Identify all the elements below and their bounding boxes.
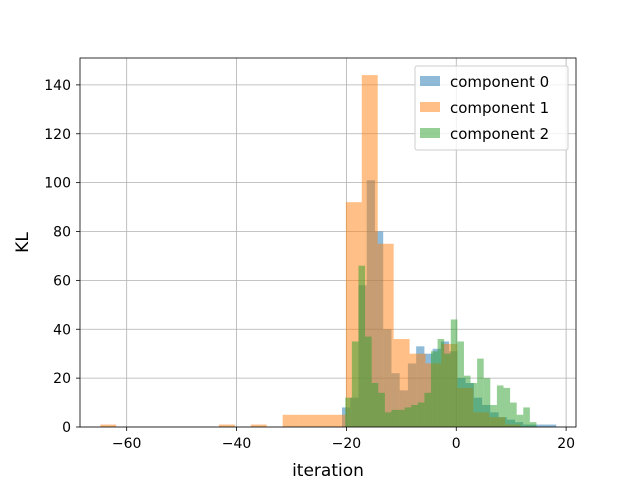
histogram-bar — [539, 424, 548, 427]
histogram-bar — [330, 414, 346, 427]
histogram-bar — [457, 341, 464, 427]
y-tick-label: 20 — [53, 371, 71, 387]
histogram-bar — [444, 353, 451, 427]
histogram-bar — [483, 378, 491, 427]
x-tick-label: 20 — [557, 436, 575, 452]
histogram-bar — [547, 424, 557, 427]
histogram-bar — [437, 339, 445, 427]
histogram-bar — [358, 265, 366, 427]
histogram-bar — [298, 414, 315, 427]
histogram-bar — [384, 412, 392, 427]
y-tick-label: 60 — [53, 273, 71, 289]
histogram-bar — [411, 405, 418, 427]
histogram-bar — [477, 358, 484, 427]
y-tick-label: 80 — [53, 225, 71, 241]
y-tick-label: 100 — [44, 176, 71, 192]
legend-label: component 0 — [450, 73, 549, 91]
legend: component 0 component 1 component 2 — [414, 65, 569, 151]
x-tick-label: −40 — [222, 436, 252, 452]
histogram-bar — [496, 385, 504, 427]
histogram-bar — [404, 407, 412, 427]
x-tick-label: −60 — [112, 436, 142, 452]
histogram-bar — [250, 424, 267, 427]
histogram-bar — [218, 424, 235, 427]
histogram-bar — [470, 383, 478, 427]
histogram-bar — [351, 341, 359, 427]
histogram-bar — [510, 402, 517, 427]
histogram-bar — [371, 383, 379, 427]
x-axis-label: iteration — [292, 461, 364, 480]
histogram-bar — [398, 409, 405, 427]
histogram-bar — [378, 392, 385, 427]
y-tick-label: 140 — [44, 78, 71, 94]
y-tick-label: 40 — [53, 322, 71, 338]
histogram-bar — [100, 424, 117, 427]
y-tick-label: 120 — [44, 127, 71, 143]
histogram-bar — [503, 387, 511, 427]
histogram-bar — [490, 405, 497, 427]
plot-frame — [79, 57, 577, 428]
histogram-bar — [529, 422, 537, 427]
histogram-bar — [377, 243, 394, 427]
histogram-bar — [365, 336, 372, 427]
axis-ticks: −60 −40 −20 0 20 0 20 40 60 80 100 120 140 — [44, 78, 575, 452]
histogram-bar — [516, 414, 524, 427]
y-tick-label: 0 — [62, 420, 71, 436]
histogram-bar — [424, 392, 431, 427]
histogram-bar — [450, 319, 458, 427]
histogram-bars — [100, 75, 557, 427]
legend-label: component 1 — [450, 99, 549, 117]
histogram-bar — [417, 402, 425, 427]
legend-swatch — [420, 128, 440, 138]
legend-box — [414, 65, 569, 151]
legend-swatch — [420, 102, 440, 112]
histogram-bar — [345, 397, 352, 427]
histogram-bar — [463, 375, 471, 427]
histogram-bar — [430, 351, 438, 427]
y-axis-label: KL — [13, 232, 33, 253]
histogram-bar — [314, 414, 331, 427]
series-2-bars — [345, 265, 537, 427]
legend-swatch — [420, 76, 440, 86]
x-tick-label: 0 — [452, 436, 461, 452]
histogram-bar — [523, 407, 530, 427]
histogram-bar — [282, 414, 299, 427]
x-tick-label: −20 — [332, 436, 362, 452]
histogram-bar — [391, 409, 399, 427]
legend-label: component 2 — [450, 125, 549, 143]
histogram-bar — [393, 339, 410, 427]
